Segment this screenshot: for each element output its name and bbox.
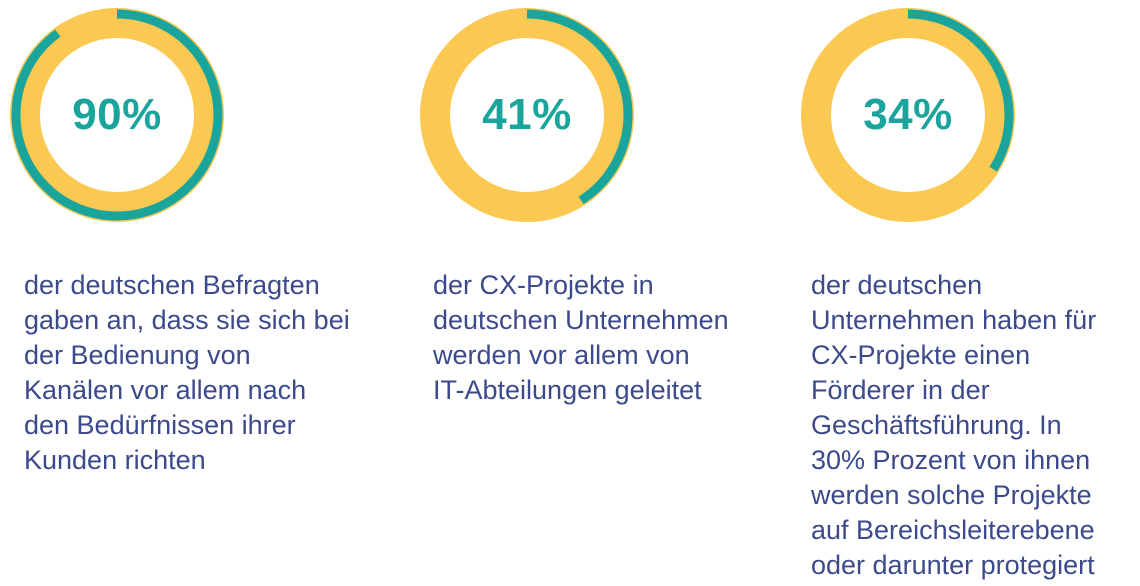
donut-track-2	[420, 8, 634, 222]
stat-card-2: 41% der CX-Projekte in deutschen Unterne…	[400, 0, 760, 586]
donut-track-3	[801, 8, 1015, 222]
donut-progress-arc-2	[421, 9, 633, 221]
stat-card-1: 90% der deutschen Befragten gaben an, da…	[0, 0, 360, 586]
stat-description-3: der deutschen Unternehmen haben für CX-P…	[811, 270, 1097, 580]
donut-chart-1: 90%	[2, 0, 232, 230]
donut-progress-arc-3	[802, 9, 1014, 221]
stat-card-3: 34% der deutschen Unternehmen haben für …	[780, 0, 1140, 586]
stat-description-2: der CX-Projekte in deutschen Unternehmen…	[433, 270, 729, 405]
donut-svg-3	[801, 8, 1015, 222]
donut-svg-2	[420, 8, 634, 222]
percentage-value-1: 90%	[72, 90, 162, 139]
donut-progress-arc-1	[11, 9, 223, 221]
donut-svg-1	[10, 8, 224, 222]
donut-chart-2: 41%	[412, 0, 642, 230]
donut-chart-3: 34%	[793, 0, 1023, 230]
percentage-value-3: 34%	[863, 90, 953, 139]
stat-description-1: der deutschen Befragten gaben an, dass s…	[24, 270, 350, 475]
donut-track-1	[10, 8, 224, 222]
percentage-value-2: 41%	[482, 90, 572, 139]
